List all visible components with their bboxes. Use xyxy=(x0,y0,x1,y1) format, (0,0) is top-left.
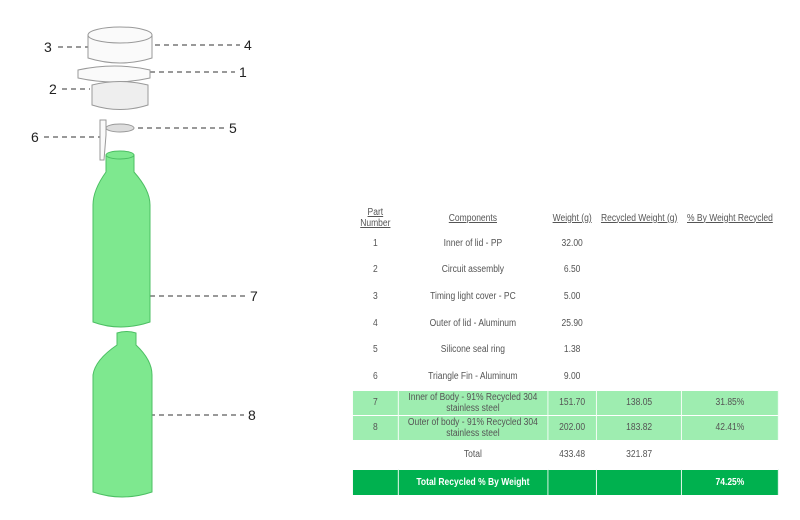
component-cell: Outer of body - 91% Recycled 304 stainle… xyxy=(397,414,548,441)
weight-cell: 202.00 xyxy=(547,414,598,441)
part-number-cell: 8 xyxy=(352,414,399,441)
inner-body-mouth xyxy=(105,150,135,160)
total-recycled-row: Total Recycled % By Weight 74.25% xyxy=(352,468,779,496)
header-pct-recycled: % By Weight Recycled xyxy=(687,212,773,224)
callout-1: 1 xyxy=(239,64,247,80)
table-row: 3 Timing light cover - PC 5.00 xyxy=(352,283,778,310)
table-row: 5 Silicone seal ring 1.38 xyxy=(352,336,778,363)
outer-lid-top xyxy=(87,26,153,44)
header-part-number: Part Number xyxy=(360,207,391,229)
callout-7: 7 xyxy=(250,288,258,304)
component-cell: Outer of lid - Aluminum xyxy=(429,317,517,329)
part-number-cell: 3 xyxy=(372,290,378,302)
weight-cell: 1.38 xyxy=(563,344,581,356)
total-label: Total xyxy=(463,449,482,461)
recycled-weight-cell: 138.05 xyxy=(596,389,682,416)
header-weight: Weight (g) xyxy=(552,212,592,224)
callout-4: 4 xyxy=(244,37,252,53)
weight-cell: 6.50 xyxy=(563,264,581,276)
pct-recycled-cell xyxy=(682,363,779,390)
part-number-cell: 1 xyxy=(372,237,378,249)
seal-ring xyxy=(105,123,135,133)
callout-5: 5 xyxy=(229,120,237,136)
table-row: 2 Circuit assembly 6.50 xyxy=(352,257,778,284)
callout-2: 2 xyxy=(49,81,57,97)
callout-6: 6 xyxy=(31,129,39,145)
component-cell: Inner of lid - PP xyxy=(443,237,503,249)
pct-recycled-cell xyxy=(682,310,779,337)
weight-cell: 9.00 xyxy=(563,370,581,382)
component-cell: Silicone seal ring xyxy=(440,344,506,356)
recycled-weight-cell xyxy=(597,336,682,363)
total-recycled-label: Total Recycled % By Weight xyxy=(397,468,548,496)
header-components: Components xyxy=(448,212,497,224)
weight-cell: 32.00 xyxy=(561,237,583,249)
component-cell: Inner of Body - 91% Recycled 304 stainle… xyxy=(397,389,548,416)
callout-8: 8 xyxy=(248,407,256,423)
table-row: 8 Outer of body - 91% Recycled 304 stainl… xyxy=(352,414,779,441)
pct-recycled-cell xyxy=(682,257,779,284)
header-row: Part Number Components Weight (g) Recycl… xyxy=(352,206,778,230)
total-row: Total 433.48 321.87 xyxy=(352,440,778,469)
component-cell: Circuit assembly xyxy=(441,264,505,276)
pct-recycled-cell xyxy=(682,230,779,257)
outer-body xyxy=(92,331,153,498)
part-number-cell: 2 xyxy=(372,264,378,276)
pct-recycled-cell xyxy=(682,336,779,363)
recycled-weight-cell xyxy=(597,363,682,390)
recycled-weight-cell xyxy=(597,283,682,310)
weight-cell: 151.70 xyxy=(547,389,598,416)
weight-cell: 25.90 xyxy=(561,317,583,329)
component-cell: Triangle Fin - Aluminum xyxy=(428,370,518,382)
table-row: 4 Outer of lid - Aluminum 25.90 xyxy=(352,310,778,337)
table-row: 1 Inner of lid - PP 32.00 xyxy=(352,230,778,257)
pct-recycled-cell xyxy=(682,283,779,310)
part-number-cell: 6 xyxy=(372,370,378,382)
part-number-cell: 4 xyxy=(372,317,378,329)
weight-cell: 5.00 xyxy=(563,290,581,302)
pct-recycled-cell: 42.41% xyxy=(681,414,779,441)
table-row: 6 Triangle Fin - Aluminum 9.00 xyxy=(352,363,778,390)
inner-body xyxy=(92,152,151,328)
total-weight: 433.48 xyxy=(559,449,586,461)
callout-3: 3 xyxy=(44,39,52,55)
part-number-cell: 5 xyxy=(372,344,378,356)
recycled-weight-cell xyxy=(597,310,682,337)
pct-recycled-cell: 31.85% xyxy=(681,389,779,416)
part-number-cell: 7 xyxy=(352,389,399,416)
total-recycled: 321.87 xyxy=(626,449,653,461)
component-cell: Timing light cover - PC xyxy=(430,290,516,302)
recycled-weight-cell xyxy=(597,230,682,257)
recycled-weight-cell: 183.82 xyxy=(596,414,682,441)
recycled-weight-table: Part Number Components Weight (g) Recycl… xyxy=(352,206,779,496)
exploded-bottle-diagram xyxy=(44,26,246,498)
table-row: 7 Inner of Body - 91% Recycled 304 stainl… xyxy=(352,389,779,416)
timing-light-cover xyxy=(77,65,151,83)
total-recycled-value: 74.25% xyxy=(681,468,779,496)
triangle-fin xyxy=(99,119,107,161)
recycled-weight-cell xyxy=(597,257,682,284)
header-recycled-weight: Recycled Weight (g) xyxy=(600,212,678,224)
circuit-assembly xyxy=(91,81,149,110)
